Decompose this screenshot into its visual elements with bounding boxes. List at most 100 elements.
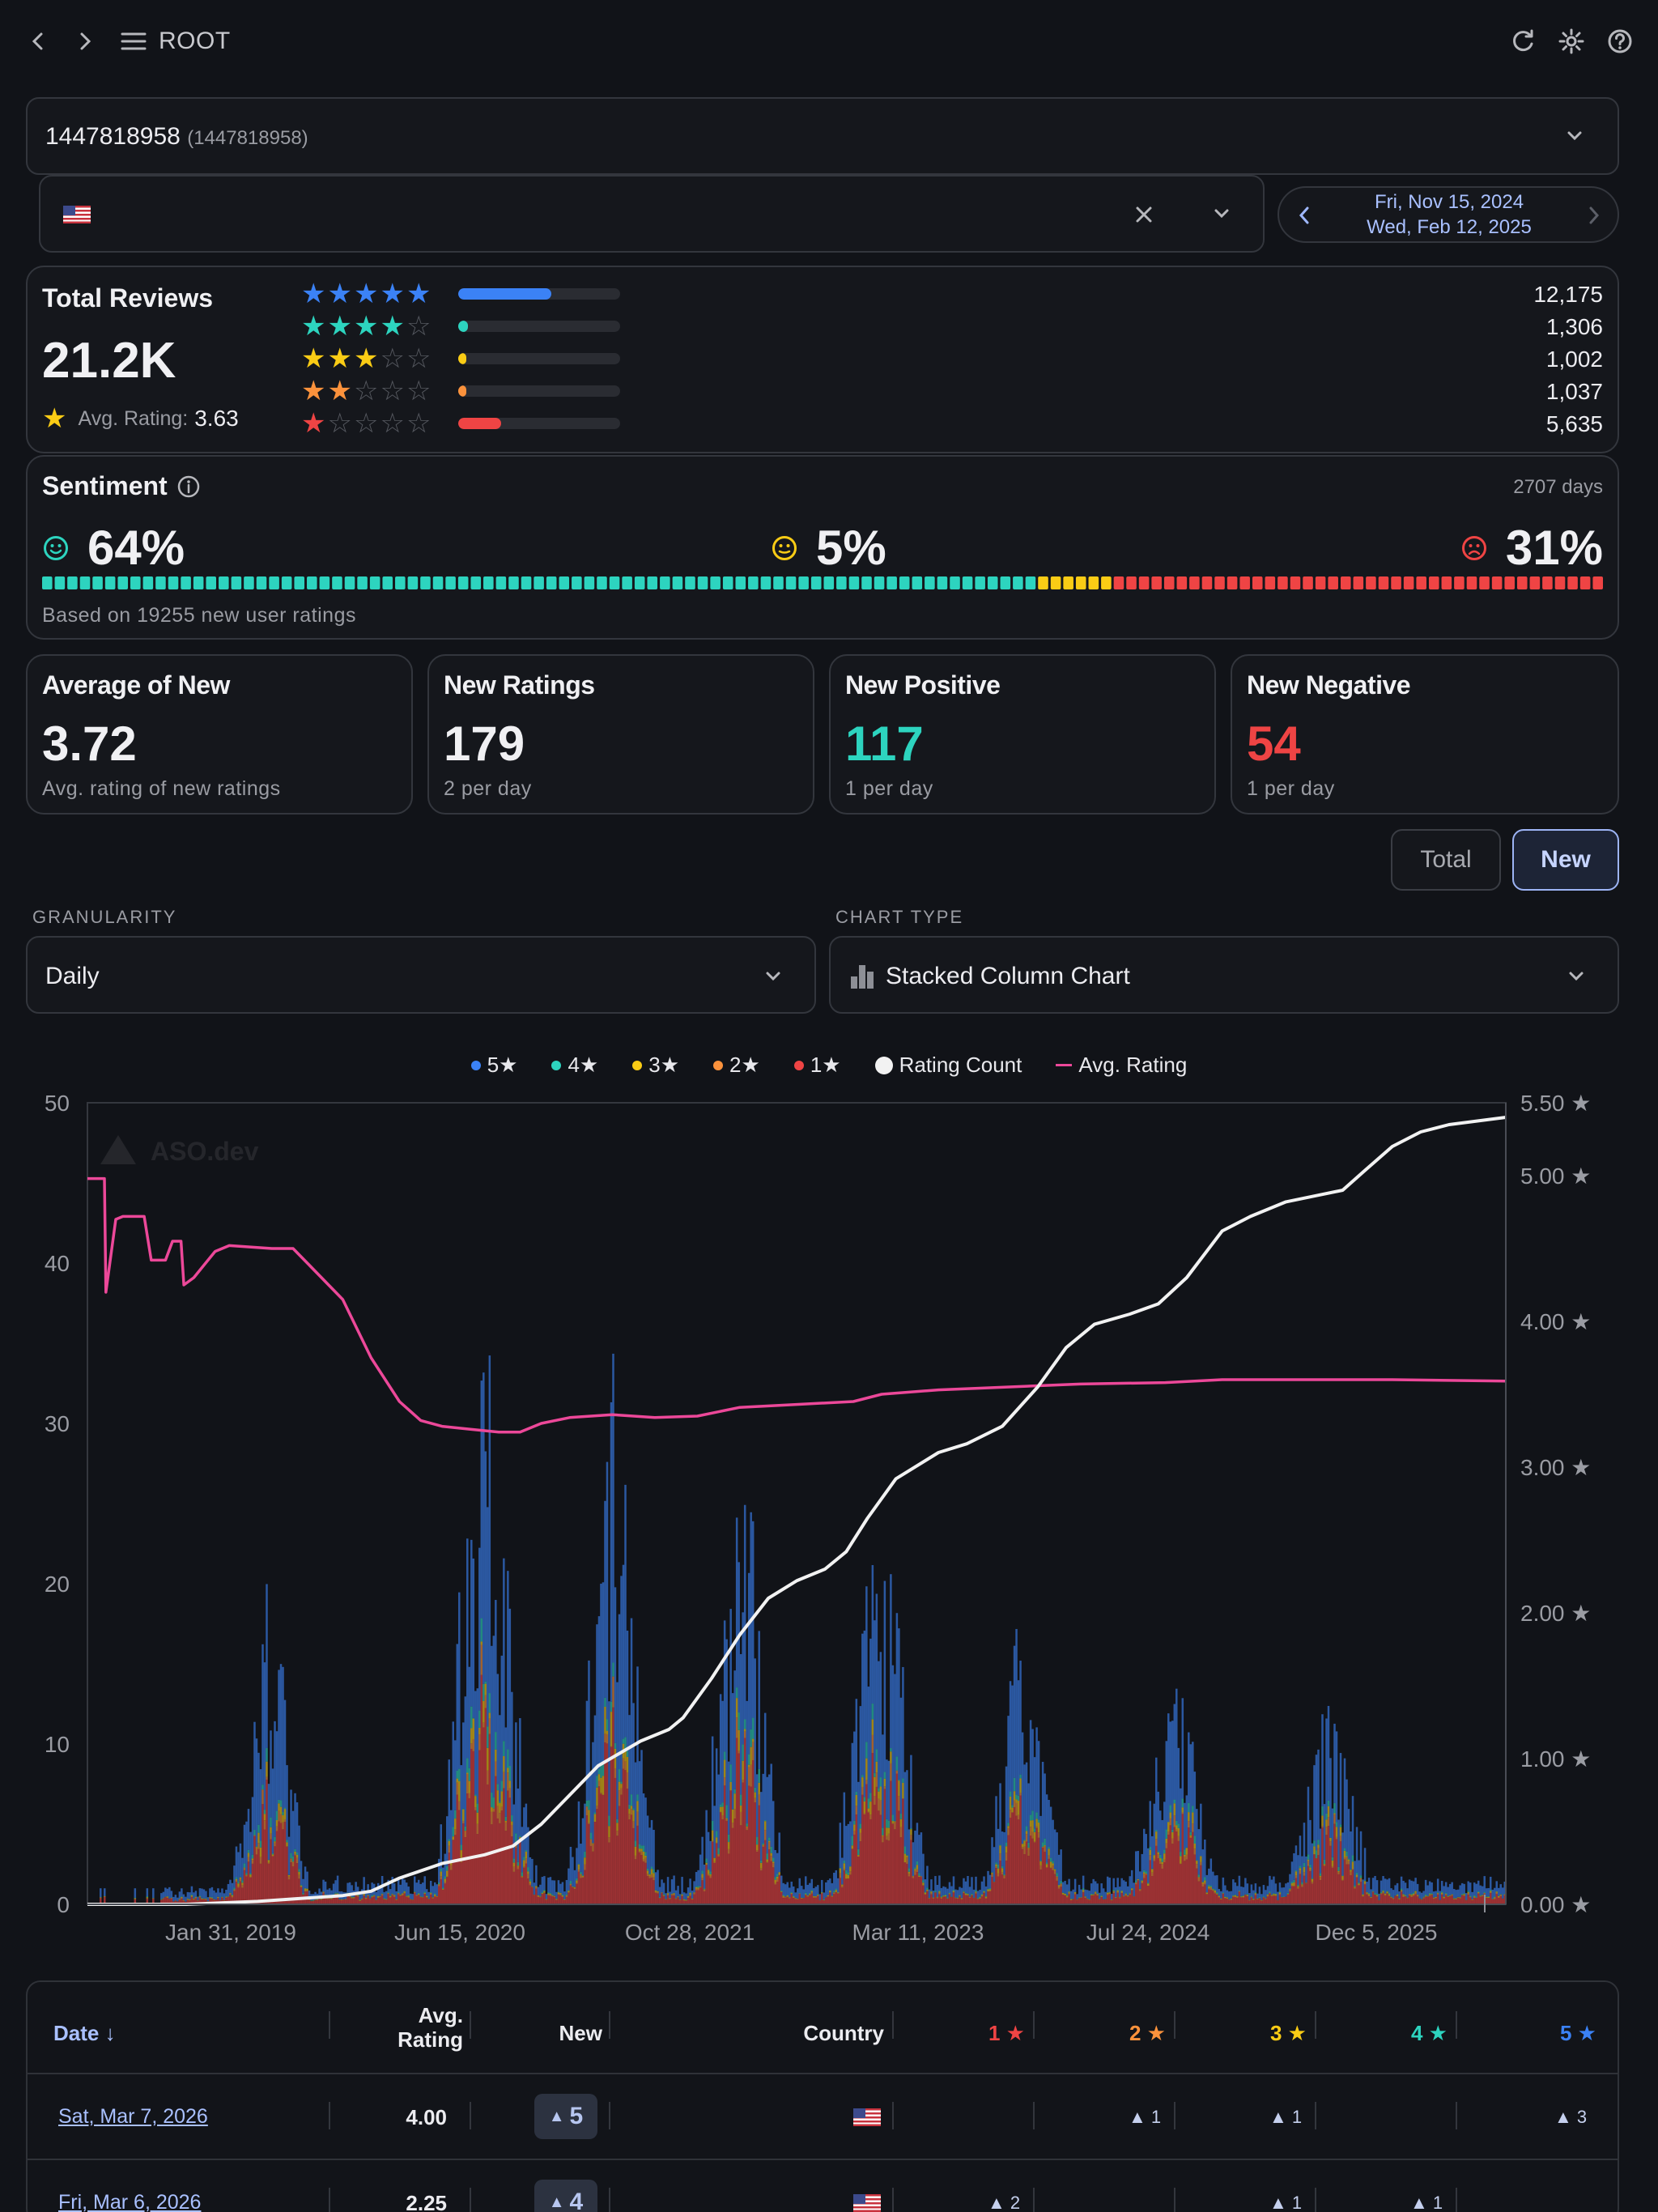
col-header-5-star[interactable]: 5 ★ (1559, 2021, 1596, 2045)
bar-segment (245, 1875, 248, 1877)
legend-item-1-star[interactable]: 1★ (793, 1053, 841, 1078)
sentiment-segment (1378, 576, 1389, 589)
bar-segment (782, 1895, 784, 1897)
country-select[interactable] (39, 175, 1265, 253)
bar-segment (1273, 1894, 1275, 1895)
legend-item-2-star[interactable]: 2★ (713, 1053, 760, 1078)
toggle-total[interactable]: Total (1391, 829, 1501, 891)
bar-segment (308, 1891, 311, 1899)
row-date[interactable]: Fri, Mar 6, 2026 (58, 2191, 202, 2212)
back-button[interactable] (19, 23, 57, 60)
col-header-avg-rating[interactable]: Avg. Rating (338, 2003, 463, 2052)
clear-icon[interactable] (1133, 204, 1154, 225)
legend-item-5-star[interactable]: 5★ (470, 1053, 517, 1078)
toggle-new[interactable]: New (1512, 829, 1619, 891)
table-row[interactable]: Sat, Mar 7, 2026 4.00 ▲ 5 ▲ 1 ▲ 1 ▲ 3 (28, 2074, 1619, 2159)
us-flag-icon (853, 2194, 881, 2212)
bar-segment (1015, 1802, 1018, 1816)
bar-segment (162, 1898, 165, 1899)
bar-segment (657, 1870, 659, 1891)
bar-segment (1370, 1897, 1372, 1899)
bar-segment (1491, 1899, 1494, 1904)
bar-segment (454, 1740, 457, 1810)
bar-segment (233, 1887, 236, 1890)
bar-segment (415, 1882, 418, 1895)
bar-segment (857, 1857, 860, 1904)
bar-segment (1167, 1831, 1170, 1835)
legend-item-rating-count[interactable]: Rating Count (874, 1053, 1022, 1078)
bar-segment (255, 1847, 258, 1848)
bar-segment (790, 1892, 793, 1894)
bar-segment (898, 1810, 900, 1904)
bar-segment (1250, 1897, 1253, 1904)
bar-segment (715, 1748, 718, 1831)
forward-button[interactable] (66, 23, 104, 60)
bar-segment (604, 1697, 606, 1707)
info-icon[interactable] (176, 474, 202, 500)
legend-item-avg-rating[interactable]: Avg. Rating (1056, 1053, 1187, 1078)
bar-segment (1293, 1886, 1295, 1887)
bar-segment (1011, 1812, 1014, 1813)
bar-segment (604, 1733, 606, 1743)
table-row[interactable]: Fri, Mar 6, 2026 2.25 ▲ 4 ▲ 2 ▲ 1 ▲ 1 (28, 2160, 1619, 2212)
col-header-4-star[interactable]: 4 ★ (1410, 2021, 1448, 2045)
col-header-3-star[interactable]: 3 ★ (1269, 2021, 1307, 2045)
bar-segment (1297, 1887, 1299, 1889)
refresh-button[interactable] (1504, 23, 1541, 60)
bar-segment (1052, 1865, 1054, 1870)
menu-button[interactable] (115, 23, 152, 60)
chevron-right-icon[interactable] (1587, 205, 1601, 226)
bar-segment (1240, 1887, 1243, 1896)
col-header-date[interactable]: Date ↓ (53, 2021, 116, 2045)
sentiment-segment (622, 576, 632, 589)
bar-segment (1110, 1899, 1113, 1900)
legend-item-4-star[interactable]: 4★ (551, 1053, 598, 1078)
app-select[interactable]: 1447818958 (1447818958) (26, 97, 1619, 175)
bar-segment (553, 1895, 556, 1897)
bar-segment (1009, 1796, 1012, 1810)
bar-segment (758, 1794, 760, 1806)
bar-segment (1102, 1899, 1105, 1904)
col-header-new[interactable]: New (559, 2021, 602, 2045)
bar-segment (316, 1899, 319, 1904)
granularity-select[interactable]: Daily (26, 936, 816, 1014)
help-button[interactable] (1601, 23, 1639, 60)
settings-button[interactable] (1553, 23, 1590, 60)
bar-segment (1382, 1876, 1384, 1891)
bar-segment (580, 1874, 582, 1878)
bar-segment (770, 1853, 772, 1857)
bar-segment (1108, 1892, 1111, 1894)
bar-segment (1189, 1835, 1192, 1837)
bar-segment (100, 1897, 102, 1899)
bar-segment (1242, 1896, 1245, 1898)
chevron-left-icon[interactable] (1297, 205, 1312, 226)
bar-segment (1363, 1880, 1367, 1882)
bar-segment (855, 1794, 858, 1806)
bar-segment (650, 1874, 653, 1878)
col-header-2-star[interactable]: 2 ★ (1129, 2021, 1166, 2045)
bar-segment (446, 1876, 449, 1878)
bar-segment (1392, 1899, 1395, 1904)
legend-item-3-star[interactable]: 3★ (632, 1053, 679, 1078)
chart-type-select[interactable]: Stacked Column Chart (829, 936, 1619, 1014)
bar-segment (569, 1884, 572, 1886)
bar-segment (1080, 1897, 1082, 1899)
bar-segment (794, 1892, 797, 1898)
bar-segment (533, 1895, 536, 1904)
bar-segment (1205, 1894, 1209, 1904)
bar-segment (1309, 1867, 1312, 1870)
bar-segment (533, 1882, 536, 1895)
bar-segment (758, 1782, 760, 1795)
bar-segment (817, 1895, 819, 1904)
bar-segment (231, 1896, 234, 1898)
bar-segment (662, 1882, 665, 1895)
row-date[interactable]: Sat, Mar 7, 2026 (58, 2105, 208, 2128)
date-range-picker[interactable]: Fri, Nov 15, 2024 Wed, Feb 12, 2025 (1278, 186, 1619, 243)
bar-segment (1440, 1892, 1443, 1895)
bar-segment (1359, 1875, 1363, 1878)
col-header-country[interactable]: Country (803, 2021, 884, 2045)
breadcrumb-root[interactable]: ROOT (159, 28, 231, 54)
col-header-1-star[interactable]: 1 ★ (988, 2021, 1025, 2045)
bar-segment (1165, 1829, 1168, 1839)
